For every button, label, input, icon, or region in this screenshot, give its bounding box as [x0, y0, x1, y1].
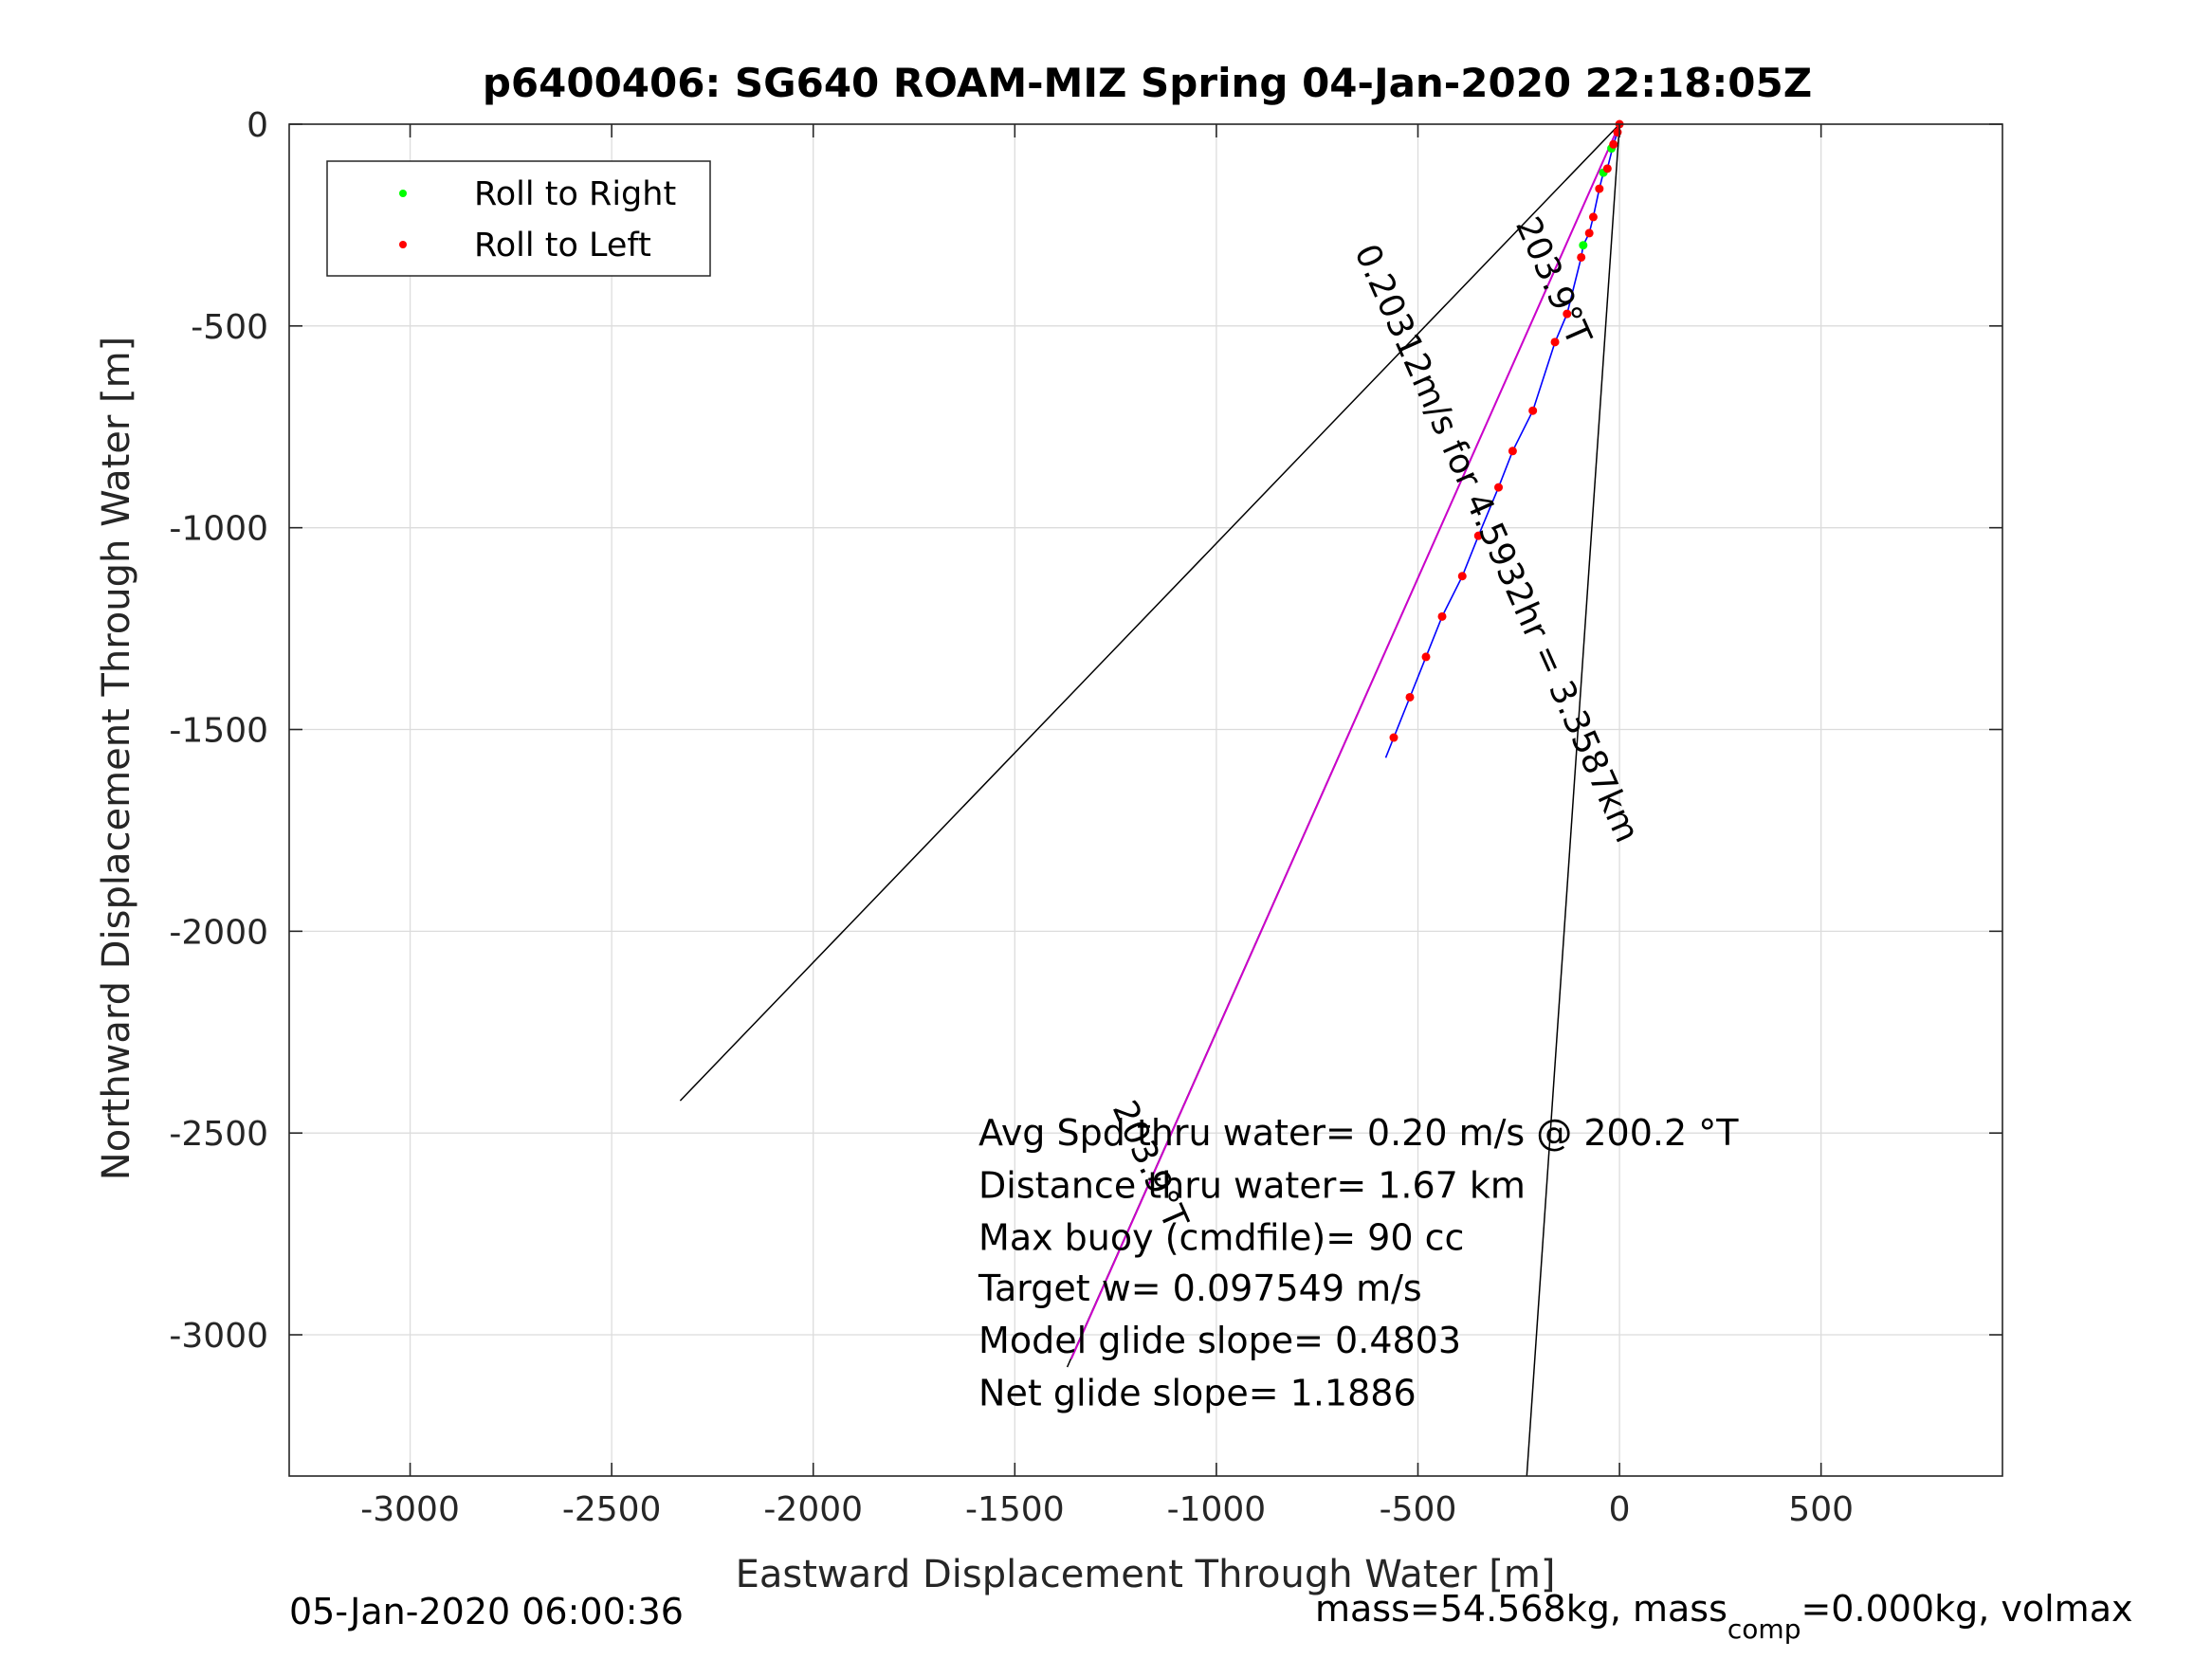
stats-annotation: Avg Spd thru water= 0.20 m/s @ 200.2 °T: [978, 1112, 1739, 1154]
y-tick-label: 0: [247, 106, 268, 145]
stats-annotation: Model glide slope= 0.4803: [978, 1320, 1461, 1361]
footer-timestamp: 05-Jan-2020 06:00:36: [289, 1591, 684, 1632]
roll-left-point: [1528, 406, 1538, 415]
stats-annotation: Target w= 0.097549 m/s: [978, 1267, 1422, 1309]
x-tick-label: -1500: [965, 1490, 1065, 1529]
legend: Roll to Right Roll to Left: [326, 160, 711, 277]
roll-left-point: [1613, 128, 1622, 137]
x-tick-label: 0: [1609, 1490, 1631, 1529]
roll-left-point: [1588, 212, 1598, 222]
roll-left-point: [1473, 531, 1483, 540]
roll-left-point: [1563, 309, 1572, 319]
net-displacement-line: [1069, 123, 1621, 1360]
axes-frame: [288, 123, 2003, 1477]
roll-left-point: [1405, 692, 1415, 702]
y-tick-label: -2000: [169, 913, 268, 952]
legend-label-roll-left: Roll to Left: [474, 227, 651, 264]
y-tick-label: -1500: [169, 712, 268, 751]
y-tick-label: -3000: [169, 1317, 268, 1356]
roll-left-point: [1457, 572, 1467, 581]
roll-left-point: [1595, 184, 1604, 193]
x-tick-label: -1000: [1167, 1490, 1267, 1529]
data-layer: [679, 119, 1624, 1477]
bound-line: [1526, 123, 1620, 1477]
legend-label-roll-right: Roll to Right: [474, 175, 676, 213]
roll-left-point: [1602, 164, 1612, 173]
roll-left-point: [1550, 337, 1560, 347]
mass-text-part1: mass=54.568kg, mass: [1315, 1588, 1728, 1630]
axis-ticks: -3000 -2500 -2000 -1500 -1000 -500 0 500 0 -500 -1…: [169, 106, 2002, 1529]
stats-annotation: Distance thru water= 1.67 km: [978, 1164, 1526, 1206]
x-tick-label: -500: [1380, 1490, 1457, 1529]
x-axis-label: Eastward Displacement Through Water [m]: [736, 1553, 1556, 1596]
legend-marker-roll-right: [399, 190, 407, 197]
x-tick-label: -2000: [763, 1490, 863, 1529]
roll-left-point: [1437, 611, 1447, 621]
y-tick-label: -1000: [169, 510, 268, 549]
roll-right-point: [1579, 241, 1588, 250]
y-tick-label: -500: [191, 308, 268, 347]
mass-subscript: comp: [1728, 1613, 1801, 1645]
roll-left-point: [1389, 733, 1398, 742]
roll-left-point: [1494, 483, 1504, 492]
x-tick-label: -3000: [360, 1490, 460, 1529]
roll-left-point: [1421, 652, 1431, 662]
chart-title: p6400406: SG640 ROAM-MIZ Spring 04-Jan-2…: [483, 60, 1812, 106]
stats-annotation: Net glide slope= 1.1886: [978, 1373, 1417, 1414]
bound-line: [679, 123, 1620, 1102]
grid: [289, 123, 2002, 1476]
footer-mass-text: mass=54.568kg, masscomp=0.000kg, volmax: [1315, 1588, 2132, 1645]
x-tick-label: 500: [1788, 1490, 1854, 1529]
stats-annotation: Max buoy (cmdfile)= 90 cc: [978, 1217, 1464, 1259]
svg-text:mass=54.568kg, masscomp=0.000k: mass=54.568kg, masscomp=0.000kg, volmax: [1315, 1588, 2132, 1645]
x-tick-label: -2500: [562, 1490, 662, 1529]
roll-left-point: [1508, 447, 1517, 456]
y-tick-label: -2500: [169, 1115, 268, 1154]
legend-box: [326, 160, 711, 277]
legend-marker-roll-left: [399, 241, 407, 248]
y-axis-label: Northward Displacement Through Water [m]: [95, 337, 138, 1180]
mass-text-part2: =0.000kg, volmax: [1801, 1588, 2132, 1630]
roll-left-point: [1584, 228, 1594, 238]
plot-area: [289, 124, 2002, 1476]
roll-left-point: [1577, 252, 1586, 262]
roll-left-point: [1609, 139, 1618, 149]
